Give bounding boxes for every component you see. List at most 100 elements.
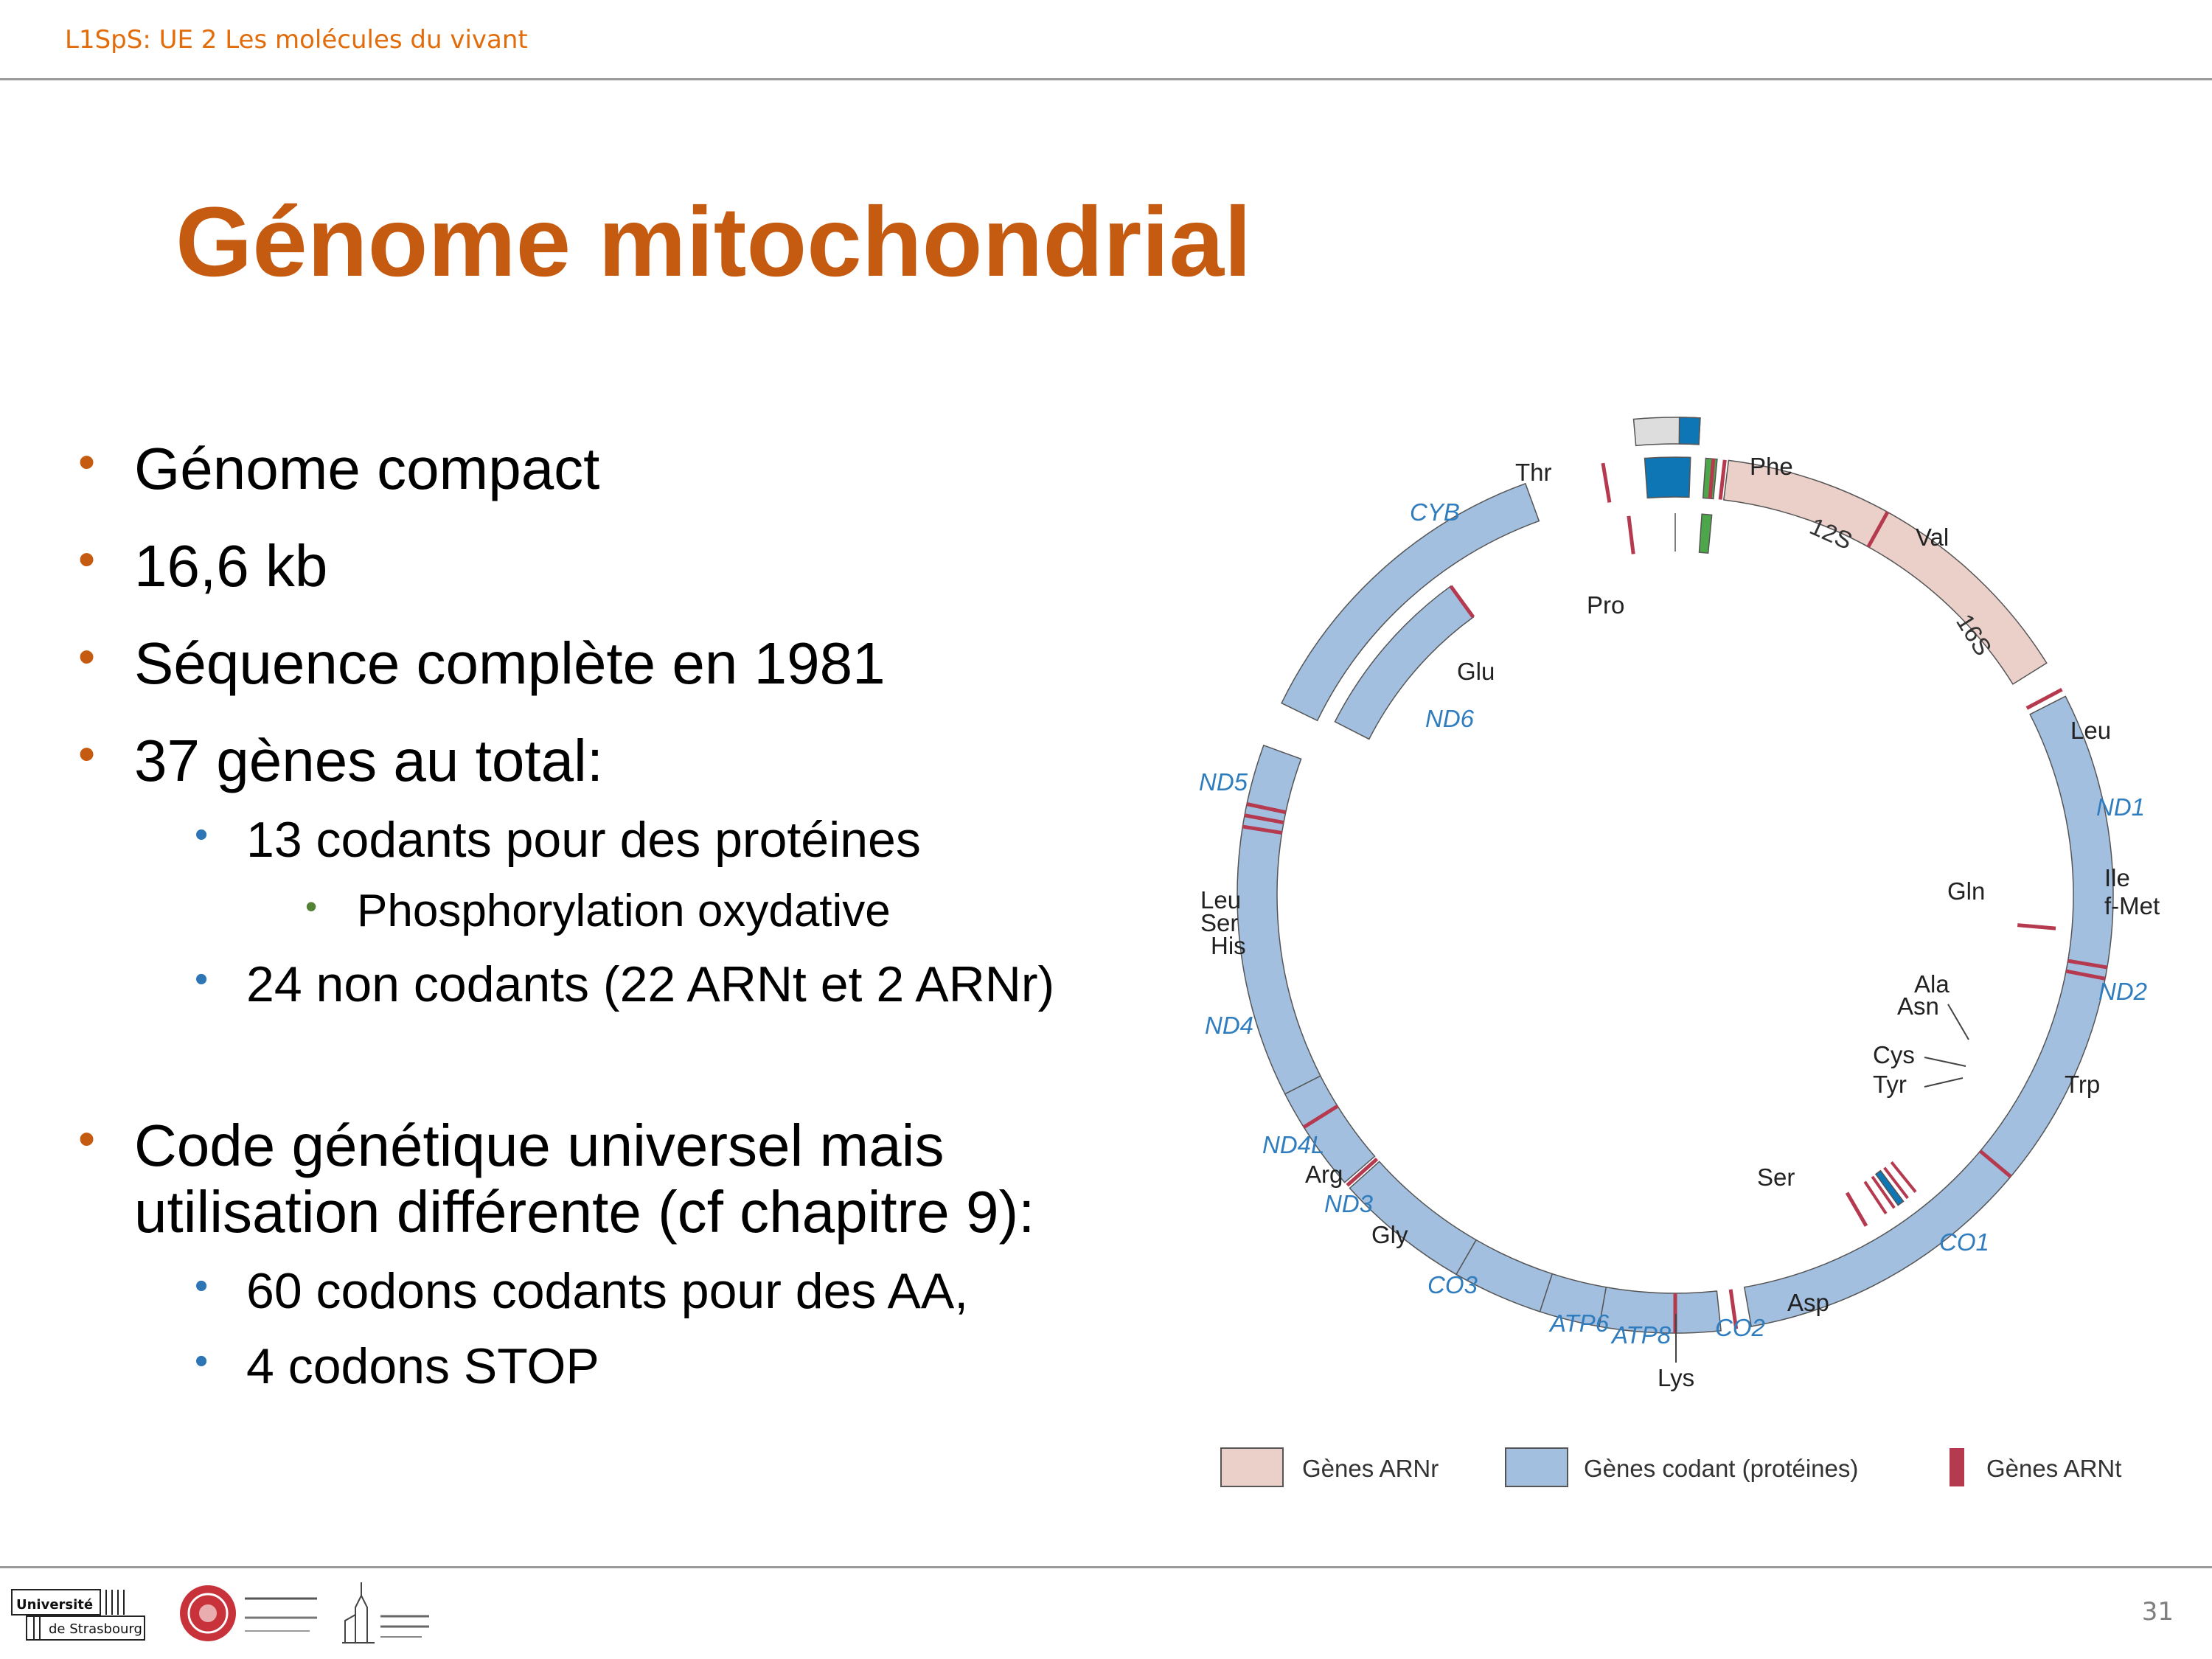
trna-leu-right xyxy=(2025,687,2063,710)
legend-label-trna: Gènes ARNt xyxy=(1986,1455,2121,1482)
bullet-dot-icon: • xyxy=(195,958,209,1001)
trna-arg xyxy=(1302,1105,1339,1129)
logo-unistra-line1: Université xyxy=(16,1597,93,1613)
label-his: His xyxy=(1211,932,1246,959)
label-co3: CO3 xyxy=(1427,1271,1478,1298)
page-number: 31 xyxy=(2141,1597,2174,1627)
trna-fmet xyxy=(2065,969,2106,981)
segment-origin-inner xyxy=(1698,513,1713,554)
bullet-item: • Séquence complète en 1981 xyxy=(78,629,886,696)
legend-label-rrna: Gènes ARNr xyxy=(1302,1455,1439,1482)
label-nd2: ND2 xyxy=(2098,978,2147,1005)
label-ile: Ile xyxy=(2104,864,2130,891)
trna-asn xyxy=(1883,1166,1909,1200)
trna-cys xyxy=(1871,1175,1896,1209)
label-asn: Asn xyxy=(1897,992,1939,1020)
label-pro: Pro xyxy=(1587,591,1624,619)
trna-his xyxy=(1242,824,1283,835)
label-tyr: Tyr xyxy=(1873,1071,1907,1098)
bullet-item: • 37 gènes au total: xyxy=(78,726,604,793)
segment-cyb xyxy=(1281,482,1540,722)
bullet-dot-icon: • xyxy=(78,726,96,781)
label-thr: Thr xyxy=(1515,459,1552,486)
segment-nd4-nd5 xyxy=(1237,744,1321,1095)
bullet-item: • Code génétique universel mais xyxy=(78,1111,945,1178)
bullet-dot-icon: • xyxy=(195,1265,209,1307)
label-nd6: ND6 xyxy=(1425,705,1475,732)
trna-phe xyxy=(1708,459,1716,499)
label-lys: Lys xyxy=(1658,1364,1694,1391)
bullet-dot-icon: • xyxy=(78,1111,96,1166)
trna-tyr xyxy=(1863,1180,1888,1215)
segment-ori-l xyxy=(1874,1169,1905,1206)
label-leu-left: Leu xyxy=(1200,886,1241,914)
label-ser-right: Ser xyxy=(1757,1164,1795,1191)
sub-bullet-item: • 4 codons STOP xyxy=(195,1338,599,1394)
slide-title: Génome mitochondrial xyxy=(175,187,1252,297)
logo-unistra-line2: de Strasbourg xyxy=(49,1621,142,1637)
label-atp8: ATP8 xyxy=(1610,1321,1672,1349)
label-fmet: f-Met xyxy=(2104,892,2160,919)
trna-asp xyxy=(1728,1289,1739,1329)
trna-ser xyxy=(1244,813,1284,825)
trna-phe-2 xyxy=(1718,459,1727,500)
label-nd5: ND5 xyxy=(1199,768,1248,796)
label-arg: Arg xyxy=(1305,1161,1343,1188)
label-phe: Phe xyxy=(1750,453,1793,480)
universite-strasbourg-logo: Université de Strasbourg xyxy=(11,1589,145,1641)
trna-val xyxy=(1866,511,1890,548)
segment-co3 xyxy=(1349,1161,1478,1276)
bullet-dot-icon: • xyxy=(195,1340,209,1382)
sub-bullet-item: • 60 codons codants pour des AA, xyxy=(195,1263,969,1319)
legend-swatch-rrna xyxy=(1220,1447,1284,1487)
label-ala: Ala xyxy=(1914,970,1950,998)
dloop-fragment-blue xyxy=(1678,417,1701,445)
faculte-medecine-seal-logo xyxy=(180,1585,317,1641)
label-leu-right: Leu xyxy=(2070,717,2111,744)
bullet-dot-icon: • xyxy=(195,813,209,856)
segment-nd1-nd2-co1 xyxy=(1743,695,2114,1327)
label-atp6: ATP6 xyxy=(1548,1310,1610,1337)
label-val: Val xyxy=(1916,524,1949,551)
label-co2: CO2 xyxy=(1715,1314,1765,1341)
leader-tyr xyxy=(1924,1077,1964,1088)
label-co1: CO1 xyxy=(1939,1228,1989,1256)
trna-ile xyxy=(2067,959,2108,970)
bullet-dot-icon: • xyxy=(78,629,96,684)
gene-labels: Thr Phe CYB 12S Val Pro 16S Glu ND6 Leu … xyxy=(1199,453,2160,1391)
trna-trp xyxy=(1979,1150,2012,1178)
course-header: L1SpS: UE 2 Les molécules du vivant xyxy=(65,25,528,55)
trna-ala xyxy=(1890,1161,1917,1193)
legend: Gènes ARNr Gènes codant (protéines) Gène… xyxy=(1220,1447,2121,1487)
label-gly: Gly xyxy=(1371,1221,1408,1248)
sub-bullet-item: • 24 non codants (22 ARNt et 2 ARNr) xyxy=(195,956,1055,1012)
label-nd4l: ND4L xyxy=(1262,1131,1324,1158)
label-nd1: ND1 xyxy=(2096,793,2145,821)
bullet-dot-icon: • xyxy=(305,887,318,925)
label-cys: Cys xyxy=(1873,1041,1915,1068)
header-divider xyxy=(0,78,2212,80)
bullet-item: • Génome compact xyxy=(78,434,600,501)
label-nd3: ND3 xyxy=(1324,1190,1374,1217)
bullet-dot-icon: • xyxy=(78,532,96,586)
mitochondrial-genome-map: Thr Phe CYB 12S Val Pro 16S Glu ND6 Leu … xyxy=(1199,417,2160,1487)
legend-label-coding: Gènes codant (protéines) xyxy=(1584,1455,1858,1482)
trna-leu-left xyxy=(1246,802,1287,815)
leader-ala-asn xyxy=(1947,1004,1969,1040)
footer-divider xyxy=(0,1566,2212,1568)
label-glu: Glu xyxy=(1457,658,1495,685)
label-trp: Trp xyxy=(2065,1071,2100,1098)
trna-thr xyxy=(1601,462,1612,503)
sub-bullet-item: • 13 codants pour des protéines xyxy=(195,812,921,868)
trna-gln xyxy=(2017,923,2056,931)
hopitaux-strasbourg-logo xyxy=(342,1582,429,1644)
genome-rings xyxy=(1237,417,2114,1334)
legend-swatch-coding xyxy=(1505,1447,1568,1487)
segment-12s-16s-rrna xyxy=(1722,459,2048,685)
bullet-dot-icon: • xyxy=(78,434,96,489)
trna-pro xyxy=(1627,515,1635,554)
label-nd4: ND4 xyxy=(1205,1012,1253,1039)
label-cyb: CYB xyxy=(1410,498,1460,526)
segment-dloop-outer xyxy=(1644,456,1691,499)
trna-ser-inner xyxy=(1845,1192,1868,1227)
